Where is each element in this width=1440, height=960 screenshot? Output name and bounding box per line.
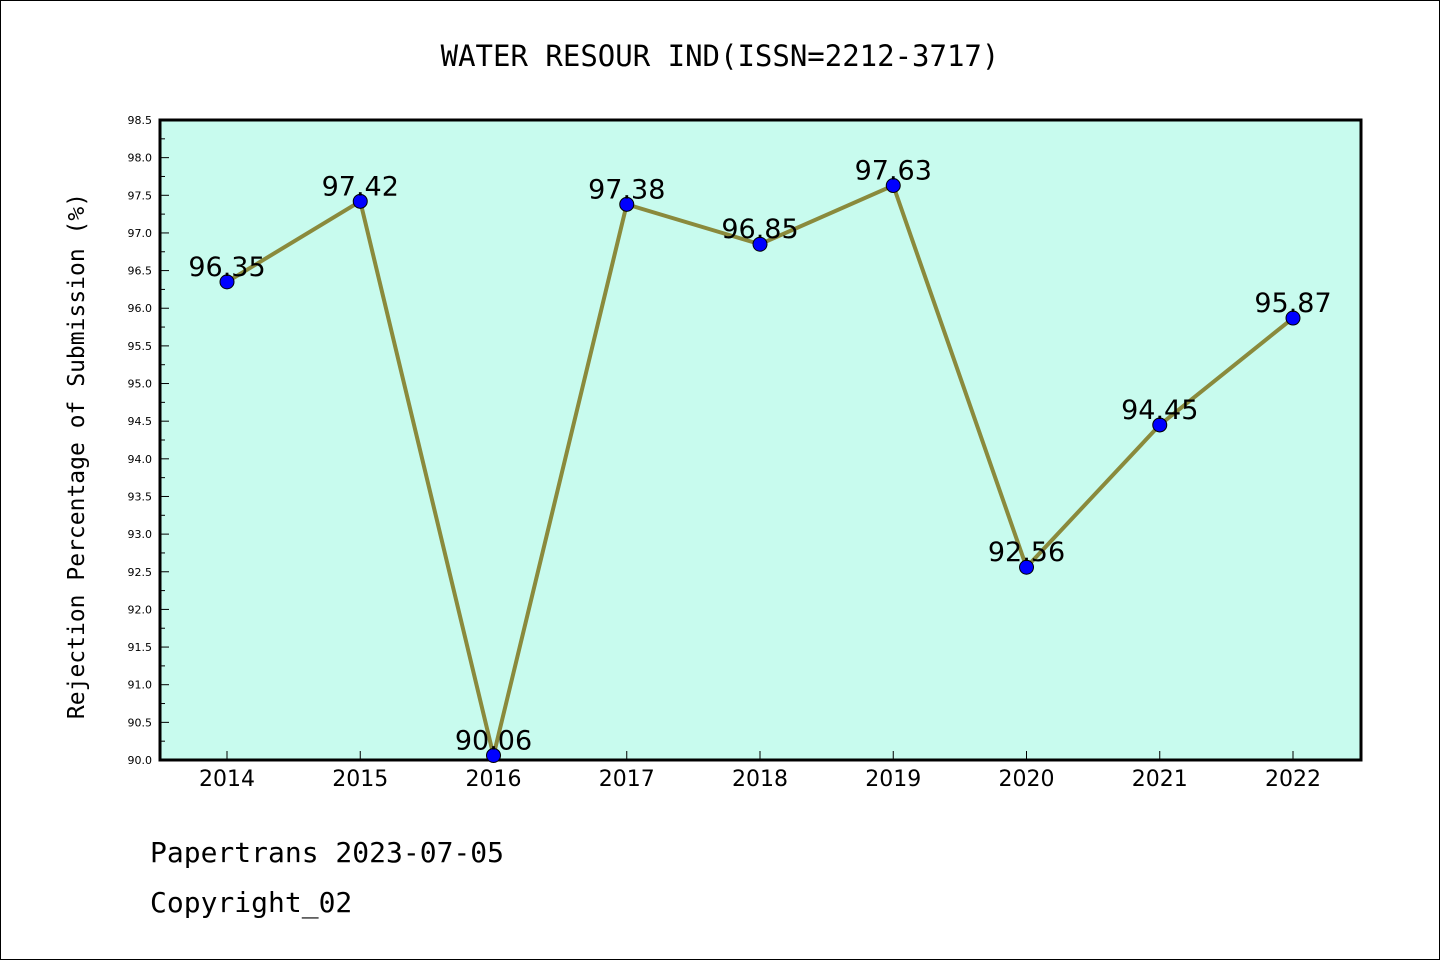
y-tick-label: 94.5 bbox=[128, 415, 153, 428]
x-tick-label: 2017 bbox=[599, 767, 655, 792]
data-label: 92.56 bbox=[988, 537, 1065, 568]
y-tick-label: 92.5 bbox=[128, 566, 153, 579]
data-point bbox=[752, 236, 768, 252]
data-label: 97.42 bbox=[322, 171, 399, 202]
x-tick-label: 2020 bbox=[999, 767, 1055, 792]
chart-title: WATER RESOUR IND(ISSN=2212-3717) bbox=[441, 39, 1000, 73]
data-point bbox=[352, 193, 368, 209]
footer-line-1: Papertrans 2023-07-05 bbox=[150, 836, 505, 869]
x-tick-label: 2019 bbox=[865, 767, 921, 792]
data-label: 96.35 bbox=[188, 252, 265, 283]
y-tick-label: 95.5 bbox=[128, 340, 153, 353]
data-label: 95.87 bbox=[1254, 288, 1331, 319]
y-axis: 90.0 90.5 91.0 91.5 92.0 92.5 93.0 93.5 94.0 94.5… bbox=[128, 114, 169, 767]
y-tick-label: 98.0 bbox=[128, 152, 153, 165]
y-tick-label: 93.5 bbox=[128, 490, 153, 503]
y-tick-label: 97.5 bbox=[128, 189, 153, 202]
y-axis-label: Rejection Percentage of Submission (%) bbox=[64, 193, 90, 719]
x-tick-label: 2016 bbox=[466, 767, 522, 792]
y-tick-label: 90.5 bbox=[128, 716, 153, 729]
y-tick-label: 91.0 bbox=[128, 679, 153, 692]
x-axis: 2014 2015 2016 2017 2018 2019 2020 2021 2022 bbox=[199, 751, 1321, 792]
data-point bbox=[1019, 559, 1034, 575]
data-point bbox=[885, 178, 901, 194]
y-tick-label: 96.5 bbox=[128, 265, 153, 278]
data-label: 96.85 bbox=[721, 214, 798, 245]
y-tick-label: 90.0 bbox=[128, 754, 153, 767]
data-label: 94.45 bbox=[1121, 395, 1198, 426]
y-tick-label: 98.5 bbox=[128, 114, 153, 127]
data-point bbox=[1152, 417, 1168, 433]
x-tick-label: 2015 bbox=[332, 767, 388, 792]
data-point bbox=[219, 274, 235, 290]
y-tick-label: 91.5 bbox=[128, 641, 153, 654]
y-tick-label: 97.0 bbox=[128, 227, 153, 240]
y-tick-label: 92.0 bbox=[128, 603, 153, 616]
data-label: 97.38 bbox=[588, 174, 665, 205]
data-point bbox=[486, 747, 501, 763]
plot-area bbox=[158, 118, 1363, 762]
data-label: 97.63 bbox=[855, 156, 932, 187]
footer-line-2: Copyright_02 bbox=[150, 886, 353, 919]
x-tick-label: 2018 bbox=[732, 767, 788, 792]
y-tick-label: 96.0 bbox=[128, 302, 153, 315]
x-tick-label: 2021 bbox=[1132, 767, 1188, 792]
data-point bbox=[619, 196, 635, 212]
x-tick-label: 2022 bbox=[1265, 767, 1321, 792]
y-tick-label: 93.0 bbox=[128, 528, 153, 541]
data-label: 90.06 bbox=[455, 725, 532, 756]
data-labels: 96.35 97.42 90.06 97.38 96.85 97.63 92.56 94.45… bbox=[188, 156, 1331, 757]
y-tick-label: 95.0 bbox=[128, 378, 153, 391]
y-tick-label: 94.0 bbox=[128, 453, 153, 466]
x-tick-label: 2014 bbox=[199, 767, 255, 792]
data-points bbox=[219, 178, 1301, 763]
data-point bbox=[1285, 310, 1301, 326]
